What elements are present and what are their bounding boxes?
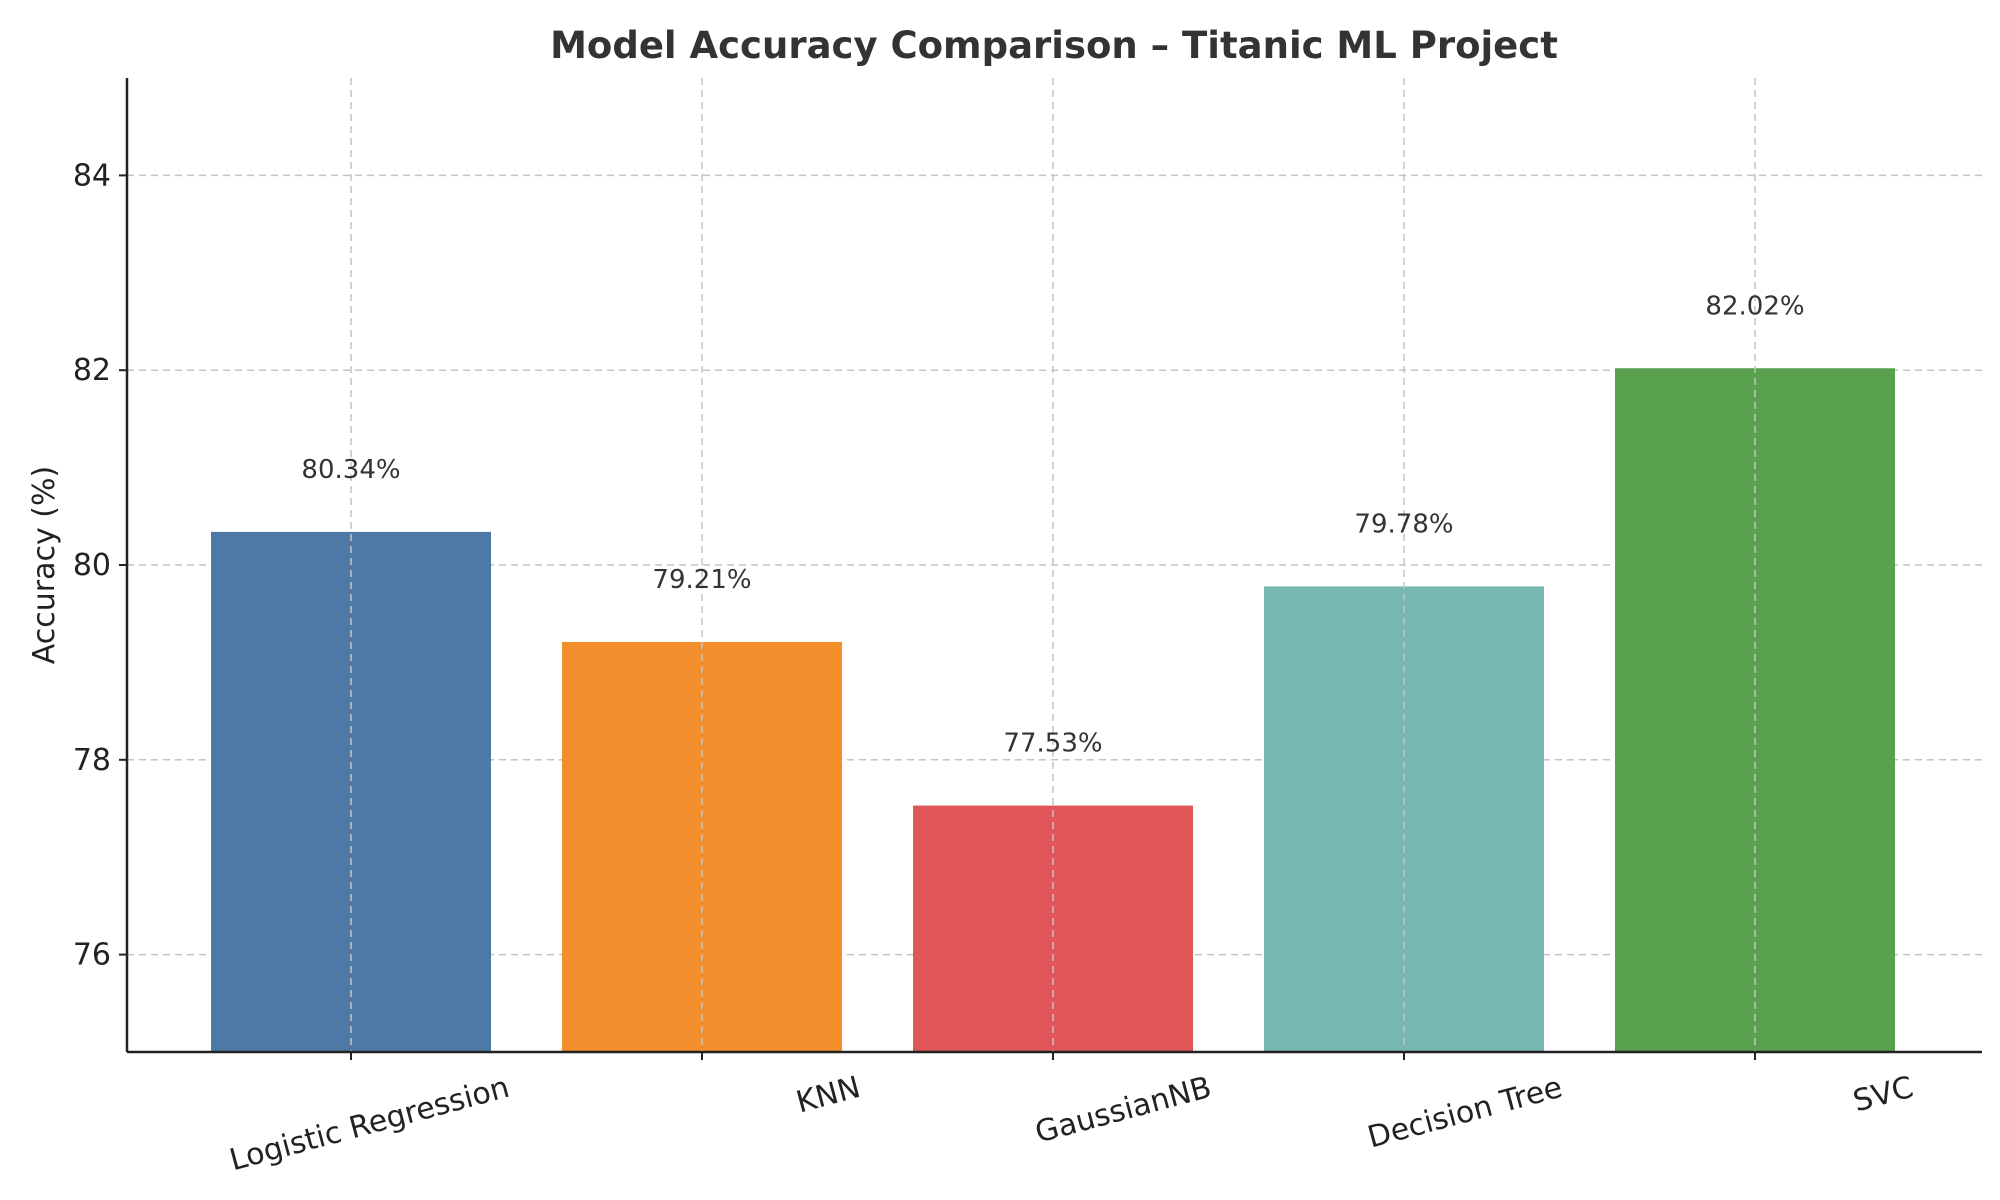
bars-layer <box>211 368 1895 1052</box>
x-tick-label: Decision Tree <box>1364 1070 1566 1156</box>
data-label: 80.34% <box>301 455 400 485</box>
bar-decision-tree <box>1264 586 1544 1052</box>
x-ticks-layer: Logistic Regression KNN GaussianNB Decision… <box>226 1052 1917 1178</box>
y-axis-label: Accuracy (%) <box>27 466 62 664</box>
y-tick-label: 78 <box>73 743 111 778</box>
data-labels-layer: 80.34% 79.21% 77.53% 79.78% 82.02% <box>301 291 1804 758</box>
bar-svc <box>1615 368 1895 1052</box>
y-ticks-layer: 76 78 80 82 84 <box>73 158 127 973</box>
vertical-grid-layer <box>350 78 1756 1052</box>
x-tick-label: Logistic Regression <box>226 1070 513 1178</box>
y-tick-label: 82 <box>73 353 111 388</box>
data-label: 77.53% <box>1003 729 1102 759</box>
y-tick-label: 76 <box>73 938 111 973</box>
x-tick-label: GaussianNB <box>1031 1070 1215 1151</box>
y-tick-label: 84 <box>73 158 111 193</box>
y-tick-label: 80 <box>73 548 111 583</box>
x-tick-label: SVC <box>1850 1070 1918 1119</box>
data-label: 79.78% <box>1354 509 1453 539</box>
data-label: 82.02% <box>1705 291 1804 321</box>
data-label: 79.21% <box>652 565 751 595</box>
x-tick-label: KNN <box>793 1070 864 1121</box>
chart-title: Model Accuracy Comparison – Titanic ML P… <box>550 24 1558 67</box>
